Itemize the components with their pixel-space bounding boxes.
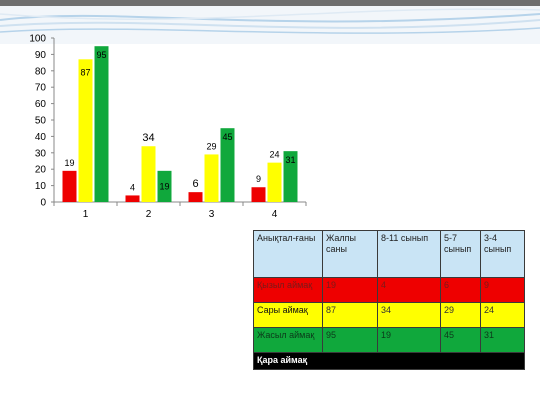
x-tick-label: 1 bbox=[83, 209, 89, 220]
header-cell-grades-3-4: 3-4 сынып bbox=[480, 230, 525, 278]
row-label: Жасыл аймақ bbox=[253, 327, 323, 353]
zones-table: Анықтал-ғаны Жалпы саны 8-11 сынып 5-7 с… bbox=[253, 230, 525, 370]
table-row-red-zone: Қызыл аймақ 19 4 6 9 bbox=[253, 277, 525, 303]
table-cell: 87 bbox=[322, 302, 378, 328]
row-label: Қара аймақ bbox=[253, 352, 525, 370]
x-axis: 1 2 3 4 bbox=[53, 201, 307, 220]
data-label: 87 bbox=[80, 67, 90, 77]
data-label: 29 bbox=[206, 141, 216, 151]
data-label: 6 bbox=[192, 178, 198, 190]
bar bbox=[283, 151, 298, 202]
table-row-yellow-zone: Сары аймақ 87 34 29 24 bbox=[253, 302, 525, 328]
data-label: 34 bbox=[142, 132, 154, 144]
table-cell: 34 bbox=[377, 302, 441, 328]
data-label: 9 bbox=[256, 174, 261, 184]
data-label: 24 bbox=[269, 150, 279, 160]
x-tick-label: 2 bbox=[146, 209, 152, 220]
bar bbox=[267, 162, 282, 202]
bar bbox=[157, 170, 172, 202]
header-cell-detected: Анықтал-ғаны bbox=[253, 230, 323, 278]
table-cell: 31 bbox=[480, 327, 525, 353]
table-cell: 6 bbox=[440, 277, 481, 303]
bar bbox=[78, 59, 93, 202]
data-label: 4 bbox=[130, 182, 135, 192]
row-label: Қызыл аймақ bbox=[253, 277, 323, 303]
data-labels: 19 4 6 9 87 34 29 24 95 19 45 31 bbox=[64, 50, 295, 192]
table-cell: 95 bbox=[322, 327, 378, 353]
decorative-top-band bbox=[0, 0, 540, 44]
table-header-row: Анықтал-ғаны Жалпы саны 8-11 сынып 5-7 с… bbox=[253, 230, 525, 278]
y-tick-label: 60 bbox=[35, 99, 47, 110]
y-tick-label: 70 bbox=[35, 83, 47, 94]
y-tick-label: 20 bbox=[35, 165, 47, 176]
table-row-black-zone: Қара аймақ bbox=[253, 352, 525, 370]
table-row-green-zone: Жасыл аймақ 95 19 45 31 bbox=[253, 327, 525, 353]
table-cell: 19 bbox=[377, 327, 441, 353]
row-label: Сары аймақ bbox=[253, 302, 323, 328]
bar bbox=[94, 46, 109, 203]
data-label: 95 bbox=[96, 50, 106, 60]
bar bbox=[220, 128, 235, 202]
y-tick-label: 80 bbox=[35, 66, 47, 77]
bar bbox=[188, 192, 203, 202]
table-cell: 24 bbox=[480, 302, 525, 328]
y-tick-label: 50 bbox=[35, 116, 47, 127]
data-label: 19 bbox=[64, 158, 74, 168]
data-label: 31 bbox=[285, 155, 295, 165]
header-cell-total: Жалпы саны bbox=[322, 230, 378, 278]
y-tick-label: 10 bbox=[35, 181, 47, 192]
bar bbox=[125, 195, 140, 202]
bar bbox=[141, 146, 156, 202]
x-tick-label: 3 bbox=[209, 209, 215, 220]
table-cell: 29 bbox=[440, 302, 481, 328]
bar bbox=[251, 187, 266, 202]
table-cell: 45 bbox=[440, 327, 481, 353]
x-tick-label: 4 bbox=[272, 209, 278, 220]
header-cell-grades-5-7: 5-7 сынып bbox=[440, 230, 481, 278]
bar bbox=[62, 170, 77, 202]
y-tick-label: 100 bbox=[29, 34, 46, 45]
table-cell: 4 bbox=[377, 277, 441, 303]
bars bbox=[62, 46, 298, 203]
table-cell: 9 bbox=[480, 277, 525, 303]
data-label: 45 bbox=[222, 132, 232, 142]
y-axis: 0 10 20 30 40 50 60 70 80 90 100 bbox=[29, 34, 55, 209]
y-tick-label: 0 bbox=[40, 198, 46, 209]
table-cell: 19 bbox=[322, 277, 378, 303]
bar bbox=[204, 154, 219, 202]
y-tick-label: 90 bbox=[35, 50, 47, 61]
header-cell-grades-8-11: 8-11 сынып bbox=[377, 230, 441, 278]
y-tick-label: 40 bbox=[35, 132, 47, 143]
data-label: 19 bbox=[159, 181, 169, 191]
y-tick-label: 30 bbox=[35, 148, 47, 159]
